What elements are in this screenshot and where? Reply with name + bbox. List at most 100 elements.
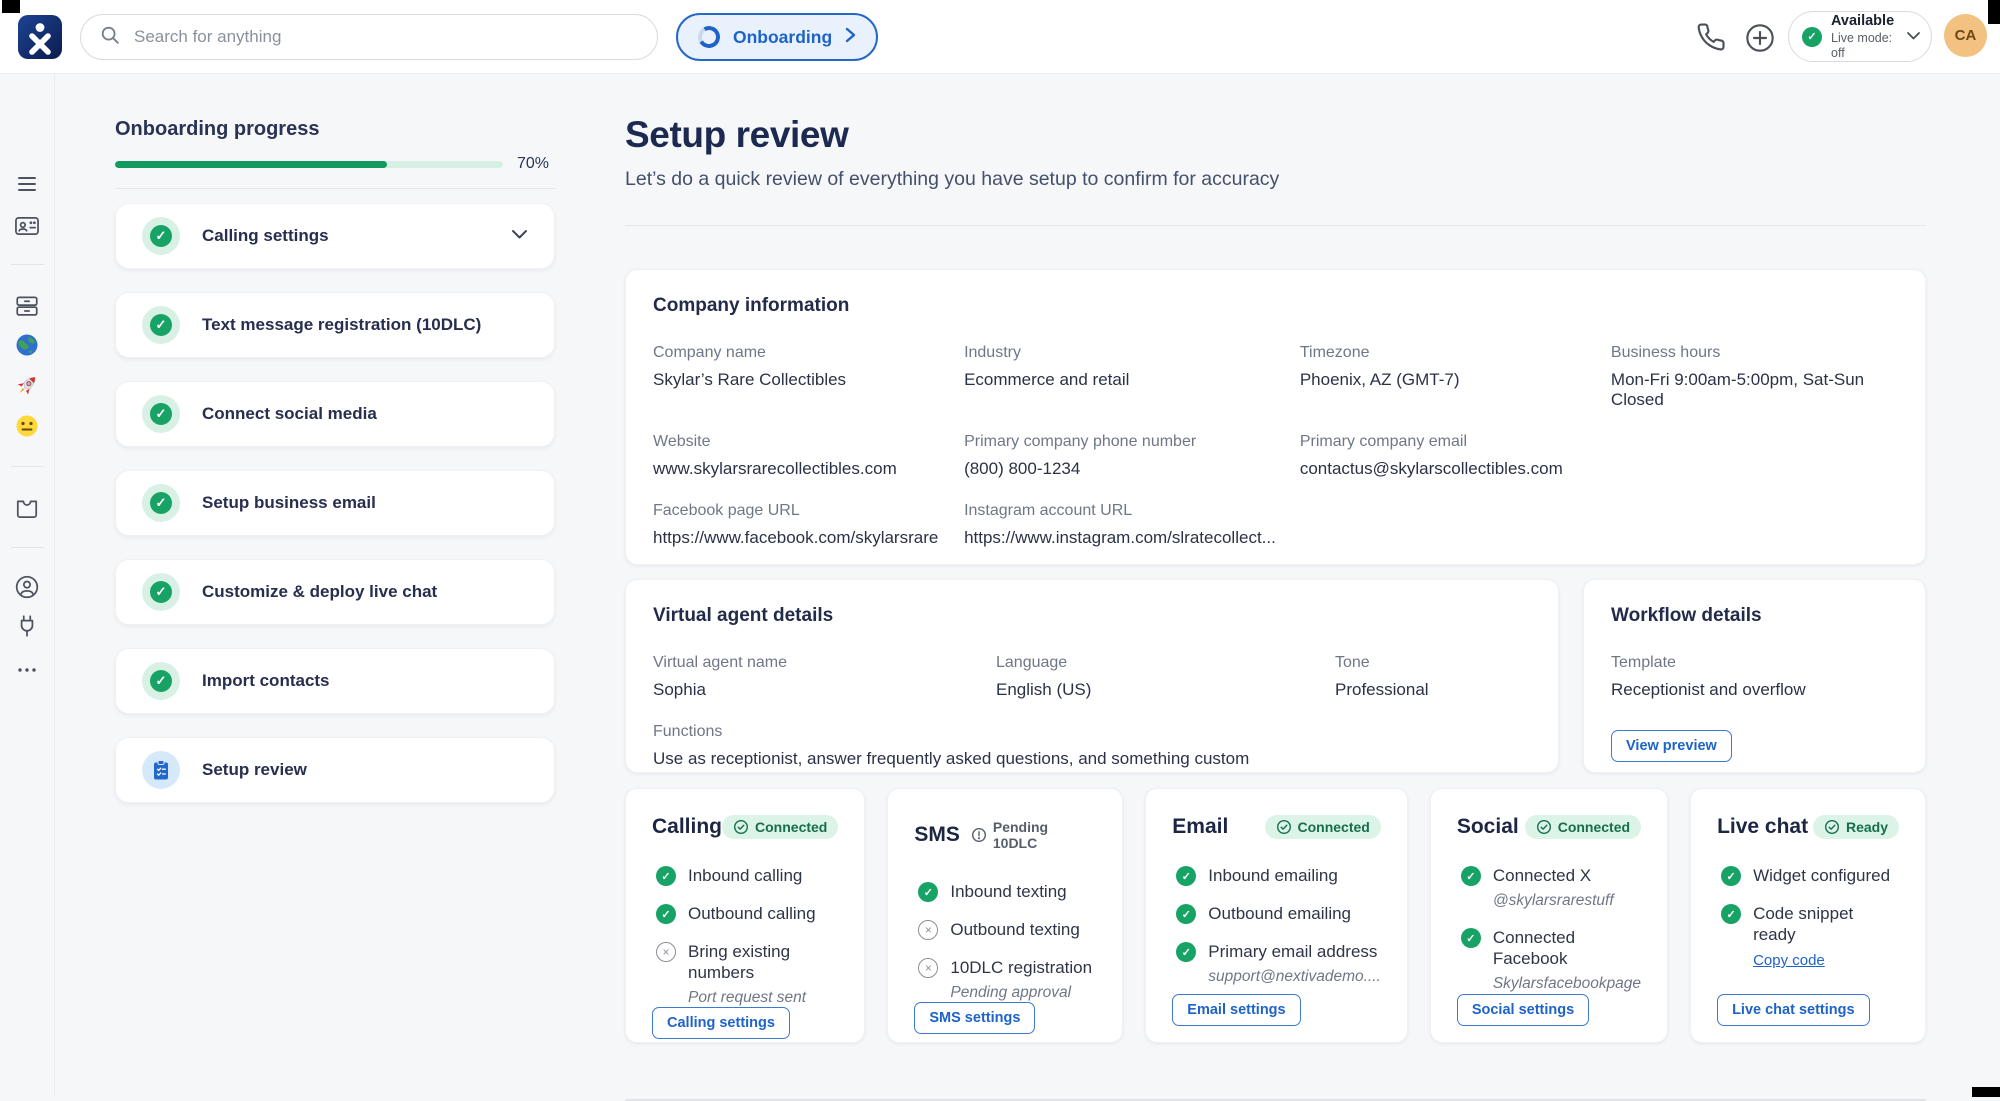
copy-code-link[interactable]: Copy code [1753, 952, 1825, 969]
step-customize-live-chat[interactable]: ✓ Customize & deploy live chat [115, 559, 555, 625]
step-label: Import contacts [202, 671, 330, 690]
live-mode-status: Live mode: off [1831, 31, 1893, 60]
item-label: Connected Facebook [1492, 928, 1576, 968]
channel-item: ✓ Widget configured [1721, 865, 1899, 886]
profile-icon[interactable] [14, 574, 40, 605]
field-language: Language English (US) [996, 653, 1311, 700]
global-search[interactable] [80, 14, 658, 60]
step-text-message-registration[interactable]: ✓ Text message registration (10DLC) [115, 292, 555, 358]
item-label: Outbound calling [688, 904, 816, 923]
field-value: https://www.instagram.com/slratecollect.… [964, 528, 1276, 547]
sidebar-divider [11, 466, 44, 467]
field-label: Tone [1335, 654, 1370, 671]
step-setup-review[interactable]: Setup review [115, 737, 555, 803]
step-label: Text message registration (10DLC) [202, 315, 482, 334]
view-preview-button[interactable]: View preview [1611, 730, 1732, 762]
contacts-card-icon[interactable] [14, 213, 40, 244]
smiley-icon[interactable] [14, 413, 40, 444]
field-functions: Functions Use as receptionist, answer fr… [653, 722, 1531, 769]
chevron-down-icon[interactable] [511, 227, 528, 245]
progress-percent: 70% [517, 155, 550, 172]
check-circle-icon: ✓ [142, 306, 180, 344]
rocket-icon[interactable] [14, 372, 41, 404]
field-value: Receptionist and overflow [1611, 680, 1806, 699]
badge-check-icon [1276, 819, 1291, 835]
email-settings-button[interactable]: Email settings [1172, 994, 1301, 1026]
phone-icon[interactable] [1696, 22, 1726, 57]
check-circle-icon: ✓ [142, 573, 180, 611]
channel-title: Calling [652, 815, 723, 838]
field-value: Sophia [653, 680, 706, 699]
onboarding-progress-panel: Onboarding progress 70% ✓ Calling settin… [115, 118, 555, 803]
check-icon: ✓ [1176, 904, 1197, 924]
menu-icon[interactable] [15, 172, 39, 201]
step-setup-business-email[interactable]: ✓ Setup business email [115, 470, 555, 536]
drawer-stack-icon[interactable] [14, 293, 40, 324]
field-industry: Industry Ecommerce and retail [964, 343, 1276, 410]
step-calling-settings[interactable]: ✓ Calling settings [115, 203, 555, 269]
progress-divider [115, 188, 555, 189]
left-sidebar [0, 74, 55, 1097]
globe-icon[interactable] [14, 332, 40, 363]
field-label: Instagram account URL [964, 502, 1133, 519]
social-settings-button[interactable]: Social settings [1456, 994, 1590, 1026]
virtual-agent-title: Virtual agent details [653, 605, 834, 626]
availability-dropdown[interactable]: ✓ Available Live mode: off [1788, 11, 1932, 62]
search-input[interactable] [132, 26, 657, 48]
inbox-icon[interactable] [14, 496, 40, 527]
field-label: Functions [653, 723, 723, 740]
search-icon [99, 24, 121, 51]
sms-settings-button[interactable]: SMS settings [914, 1002, 1036, 1034]
field-value: Mon-Fri 9:00am-5:00pm, Sat-Sun Closed [1610, 370, 1865, 409]
field-label: Industry [964, 344, 1021, 361]
field-template: Template Receptionist and overflow [1611, 653, 1898, 700]
channel-item: × Bring existing numbers Port request se… [656, 941, 838, 1007]
field-value: Ecommerce and retail [964, 370, 1130, 389]
item-label: 10DLC registration [950, 958, 1093, 977]
channel-card-email: Email Connected ✓ Inbound emailing ✓ Out… [1145, 788, 1408, 1043]
nextiva-logo-icon[interactable] [18, 15, 62, 59]
field-value: www.skylarsrarecollectibles.com [653, 459, 897, 478]
channel-item: ✓ Inbound texting [918, 881, 1096, 902]
channel-card-sms: SMS Pending 10DLC ✓ Inbound texting × Ou… [887, 788, 1124, 1043]
check-circle-icon: ✓ [142, 484, 180, 522]
channel-item: ✓ Outbound calling [656, 903, 838, 924]
channel-title: SMS [914, 823, 960, 846]
item-subtext: @skylarsrarestuff [1492, 892, 1614, 909]
status-badge: Ready [1812, 815, 1899, 839]
sidebar-divider [11, 547, 44, 548]
field-label: Language [996, 654, 1068, 671]
check-icon: ✓ [656, 866, 676, 886]
badge-label: Ready [1845, 819, 1888, 835]
step-connect-social-media[interactable]: ✓ Connect social media [115, 381, 555, 447]
chevron-down-icon [1906, 28, 1921, 46]
check-icon: ✓ [1176, 866, 1197, 886]
item-label: Inbound texting [950, 882, 1067, 901]
item-label: Connected X [1492, 866, 1592, 885]
step-import-contacts[interactable]: ✓ Import contacts [115, 648, 555, 714]
step-label: Calling settings [202, 226, 329, 245]
step-label: Customize & deploy live chat [202, 582, 438, 601]
field-value: contactus@skylarscollectibles.com [1299, 459, 1563, 478]
channel-card-social: Social Connected ✓ Connected X @skylarsr… [1429, 788, 1669, 1043]
badge-check-icon [1824, 819, 1839, 835]
badge-label: Connected [1297, 819, 1370, 835]
add-icon[interactable] [1744, 22, 1776, 59]
check-icon: ✓ [918, 882, 939, 902]
field-company-name: Company name Skylar’s Rare Collectibles [653, 343, 940, 410]
calling-settings-button[interactable]: Calling settings [652, 1007, 790, 1039]
check-icon: ✓ [1460, 928, 1481, 948]
field-label: Company name [653, 344, 766, 361]
progress-bar [115, 160, 503, 168]
field-tone: Tone Professional [1335, 653, 1531, 700]
user-avatar[interactable]: CA [1944, 14, 1987, 57]
onboarding-pill-button[interactable]: Onboarding [676, 13, 879, 61]
more-options-icon[interactable] [15, 658, 39, 687]
field-label: Virtual agent name [653, 654, 788, 671]
live-chat-settings-button[interactable]: Live chat settings [1717, 994, 1870, 1026]
field-label: Business hours [1610, 344, 1721, 361]
item-subtext: support@nextivademo.... [1208, 968, 1381, 985]
main-content: Setup review Let’s do a quick review of … [625, 115, 1926, 1101]
plug-icon[interactable] [14, 613, 40, 644]
field-label: Facebook page URL [653, 502, 800, 519]
